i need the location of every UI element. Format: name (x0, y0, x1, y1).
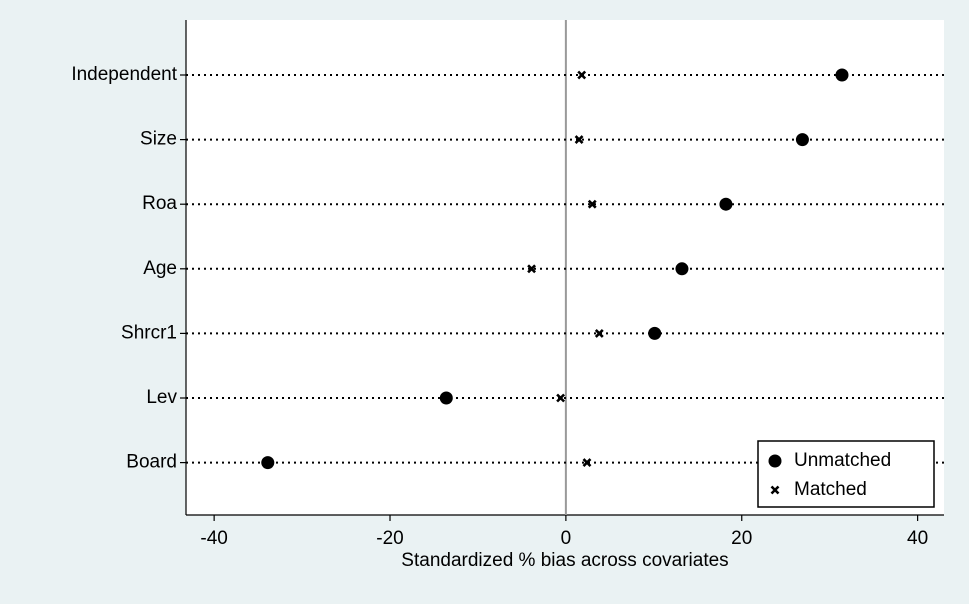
x-tick-label: -20 (376, 528, 403, 549)
cross-marker (587, 199, 597, 209)
cross-marker (594, 328, 604, 338)
cross-marker (556, 393, 566, 403)
y-tick-label: Independent (71, 64, 177, 85)
dot-marker (261, 456, 275, 470)
legend-label: Matched (794, 479, 867, 500)
y-tick-label: Board (126, 452, 177, 473)
x-tick-label: 20 (731, 528, 752, 549)
dot-marker (675, 262, 689, 276)
legend-marker (770, 485, 780, 495)
legend-box (757, 440, 935, 508)
y-tick-label: Lev (146, 387, 177, 408)
y-tick-label: Shrcr1 (121, 322, 177, 343)
dot-marker (719, 197, 733, 211)
y-tick-label: Roa (142, 193, 177, 214)
legend-marker (768, 454, 782, 468)
x-tick-label: -40 (200, 528, 227, 549)
y-tick-label: Size (140, 129, 177, 150)
cross-marker (574, 135, 584, 145)
x-tick-label: 40 (907, 528, 928, 549)
x-axis-label: Standardized % bias across covariates (401, 550, 728, 571)
dot-marker (648, 326, 662, 340)
cross-marker (527, 264, 537, 274)
dot-marker (795, 133, 809, 147)
cross-marker (582, 458, 592, 468)
dot-marker (835, 68, 849, 82)
legend-label: Unmatched (794, 450, 891, 471)
dot-marker (439, 391, 453, 405)
y-tick-label: Age (143, 258, 177, 279)
cross-marker (577, 70, 587, 80)
x-tick-label: 0 (561, 528, 572, 549)
